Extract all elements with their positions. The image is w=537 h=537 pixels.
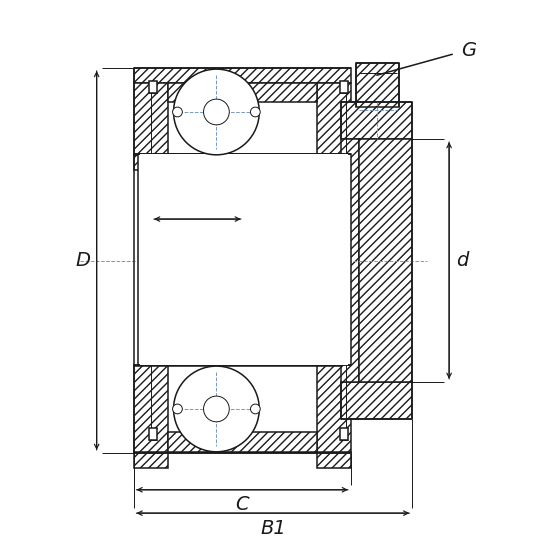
Circle shape xyxy=(250,404,260,414)
Circle shape xyxy=(173,69,259,155)
Bar xyxy=(141,154,348,365)
Bar xyxy=(137,154,351,365)
Bar xyxy=(149,429,157,440)
Circle shape xyxy=(173,366,259,452)
Text: B1: B1 xyxy=(260,519,286,537)
Bar xyxy=(151,154,346,365)
Bar xyxy=(317,83,351,170)
Bar xyxy=(168,432,317,452)
Bar xyxy=(359,139,412,382)
Text: S: S xyxy=(191,192,204,211)
Bar xyxy=(317,366,351,468)
Text: d: d xyxy=(456,251,469,270)
Bar xyxy=(355,63,400,107)
Circle shape xyxy=(172,107,183,117)
Bar xyxy=(134,452,351,453)
Bar xyxy=(134,366,168,468)
Bar xyxy=(149,81,157,92)
Bar xyxy=(341,382,412,419)
Circle shape xyxy=(204,396,229,422)
Bar xyxy=(340,429,348,440)
Bar xyxy=(134,83,168,170)
Bar xyxy=(341,102,412,139)
Bar xyxy=(168,83,317,102)
Text: C: C xyxy=(235,495,249,514)
Circle shape xyxy=(204,99,229,125)
Circle shape xyxy=(250,107,260,117)
Bar xyxy=(134,154,351,155)
Bar xyxy=(341,139,359,382)
Bar xyxy=(134,365,351,366)
Bar xyxy=(340,81,348,92)
Circle shape xyxy=(172,404,183,414)
Text: G: G xyxy=(461,41,476,60)
Bar xyxy=(134,68,351,83)
Text: D: D xyxy=(76,251,91,270)
